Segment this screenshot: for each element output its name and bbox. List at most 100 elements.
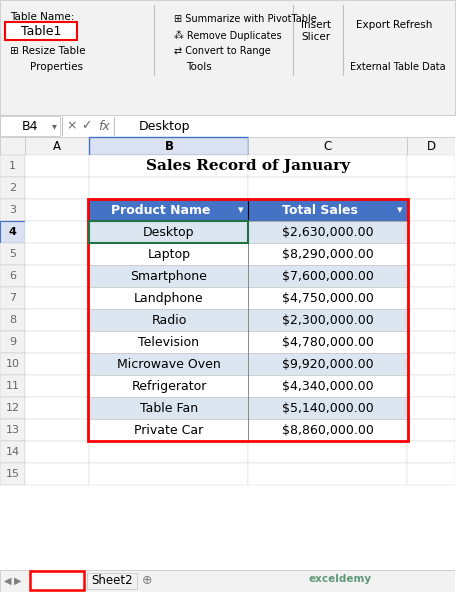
Bar (408, 353, 455, 375)
Bar (408, 375, 455, 397)
Bar (0, 463, 25, 485)
Text: Microwave Oven: Microwave Oven (117, 358, 221, 371)
Bar (248, 375, 408, 397)
Text: Refrigerator: Refrigerator (131, 379, 207, 392)
Text: External Table Data: External Table Data (350, 62, 445, 72)
Text: $4,780,000.00: $4,780,000.00 (282, 336, 374, 349)
FancyBboxPatch shape (30, 571, 84, 590)
Bar (248, 309, 408, 331)
Bar (248, 137, 408, 155)
Text: Desktop: Desktop (143, 226, 195, 239)
Text: Sheet2: Sheet2 (92, 574, 133, 587)
Bar (89, 331, 248, 353)
Bar (248, 265, 408, 287)
Text: fx: fx (98, 120, 110, 133)
Bar (89, 463, 248, 485)
Bar (25, 353, 89, 375)
Text: 11: 11 (5, 381, 19, 391)
Bar (248, 375, 408, 397)
Bar (248, 221, 408, 243)
Bar (0, 199, 25, 221)
Bar (0, 375, 25, 397)
Text: ⊞ Summarize with PivotTable: ⊞ Summarize with PivotTable (174, 14, 316, 24)
Text: 9: 9 (9, 337, 16, 347)
Bar (408, 199, 455, 221)
Text: ×: × (66, 120, 77, 133)
Bar (0, 570, 455, 592)
Bar (25, 155, 89, 177)
Text: ⇄ Convert to Range: ⇄ Convert to Range (174, 46, 271, 56)
Text: Desktop: Desktop (139, 120, 191, 133)
Bar (0, 287, 25, 309)
Text: $5,140,000.00: $5,140,000.00 (282, 401, 374, 414)
Bar (25, 265, 89, 287)
Text: 8: 8 (9, 315, 16, 325)
Bar (408, 287, 455, 309)
Text: 4: 4 (9, 227, 16, 237)
Text: B: B (164, 140, 174, 153)
Bar (0, 331, 25, 353)
Bar (89, 221, 248, 243)
Text: Private Car: Private Car (134, 423, 203, 436)
Bar (408, 243, 455, 265)
Text: ▾: ▾ (397, 205, 402, 215)
Bar (25, 375, 89, 397)
Bar (89, 353, 248, 375)
Bar (408, 221, 455, 243)
Bar (248, 441, 408, 463)
Bar (25, 243, 89, 265)
Bar (0, 221, 25, 243)
Bar (89, 375, 248, 397)
Text: 1: 1 (9, 161, 16, 171)
Bar (248, 243, 408, 265)
Text: ▶: ▶ (14, 576, 22, 586)
Bar (0, 155, 25, 177)
Text: $9,920,000.00: $9,920,000.00 (282, 358, 374, 371)
Bar (0, 137, 455, 155)
Text: $4,750,000.00: $4,750,000.00 (282, 291, 374, 304)
Bar (25, 397, 89, 419)
Text: $2,300,000.00: $2,300,000.00 (282, 314, 374, 327)
Text: ⁂ Remove Duplicates: ⁂ Remove Duplicates (174, 30, 282, 41)
Text: ⊕: ⊕ (142, 574, 153, 587)
Bar (408, 397, 455, 419)
Bar (89, 265, 248, 287)
Text: Total Sales: Total Sales (282, 204, 358, 217)
Text: C: C (324, 140, 332, 153)
Text: 7: 7 (9, 293, 16, 303)
Text: 3: 3 (9, 205, 16, 215)
Text: ⊞ Resize Table: ⊞ Resize Table (10, 46, 86, 56)
Bar (408, 309, 455, 331)
Text: $8,290,000.00: $8,290,000.00 (282, 247, 374, 260)
Text: D: D (427, 140, 436, 153)
Bar (89, 419, 248, 441)
Bar (248, 419, 408, 441)
Text: 15: 15 (5, 469, 19, 479)
Bar (89, 309, 248, 331)
Bar (25, 177, 89, 199)
Bar (89, 243, 248, 265)
Text: exceldemy: exceldemy (308, 574, 371, 584)
Bar (25, 463, 89, 485)
Bar (89, 243, 248, 265)
Bar (25, 137, 89, 155)
Text: Table Name:: Table Name: (10, 12, 74, 22)
Bar (89, 177, 248, 199)
Bar (89, 331, 248, 353)
Text: 2: 2 (9, 183, 16, 193)
Text: Smartphone: Smartphone (131, 269, 207, 282)
Bar (89, 375, 248, 397)
Bar (248, 353, 408, 375)
Text: $4,340,000.00: $4,340,000.00 (282, 379, 374, 392)
Bar (25, 221, 89, 243)
Bar (408, 331, 455, 353)
Bar (0, 115, 455, 137)
Bar (0, 0, 455, 115)
Bar (248, 353, 408, 375)
Bar (0, 243, 25, 265)
Bar (248, 331, 408, 353)
Bar (0, 353, 25, 375)
Text: ✓: ✓ (81, 120, 92, 133)
Text: Properties: Properties (30, 62, 83, 72)
Text: Table1: Table1 (21, 24, 61, 37)
